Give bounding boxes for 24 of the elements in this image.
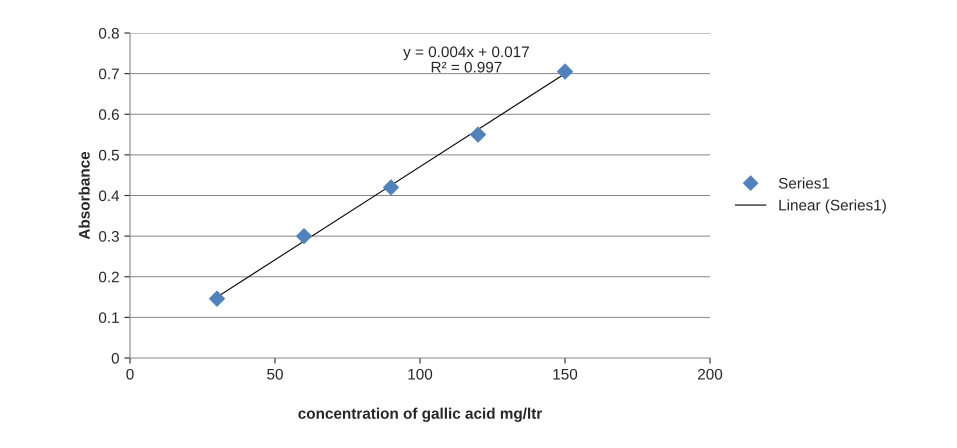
x-axis-title: concentration of gallic acid mg/ltr (298, 408, 542, 422)
point (296, 228, 312, 244)
y-tick-label: 0.6 (98, 109, 119, 120)
annotation: y = 0.004x + 0.017 R² = 0.997 (403, 46, 529, 73)
x-tick-label: 200 (698, 368, 722, 380)
legend-label: Linear (Series1) (779, 199, 886, 214)
x-tick-label: 50 (267, 368, 283, 380)
legend-label: Series1 (778, 177, 830, 189)
y-tick-label: 0.1 (98, 312, 119, 324)
y-tick-label: 0 (112, 352, 119, 364)
y-axis-title: Absorbance (78, 152, 90, 240)
y-tick-label: 0.3 (98, 230, 119, 242)
y-tick-label: 0.5 (98, 150, 119, 161)
x-tick-label: 150 (553, 368, 578, 380)
y-tick-label: 0.2 (98, 272, 119, 282)
point (556, 64, 574, 80)
y-tick-label: 0.4 (98, 190, 120, 202)
point (208, 290, 226, 307)
y-tick-label: 0.8 (98, 28, 119, 39)
point (470, 126, 486, 143)
point (382, 179, 400, 196)
x-tick-label: 100 (408, 368, 432, 380)
y-tick-label: 0.7 (98, 68, 119, 80)
x-tick-label: 0 (126, 368, 134, 380)
